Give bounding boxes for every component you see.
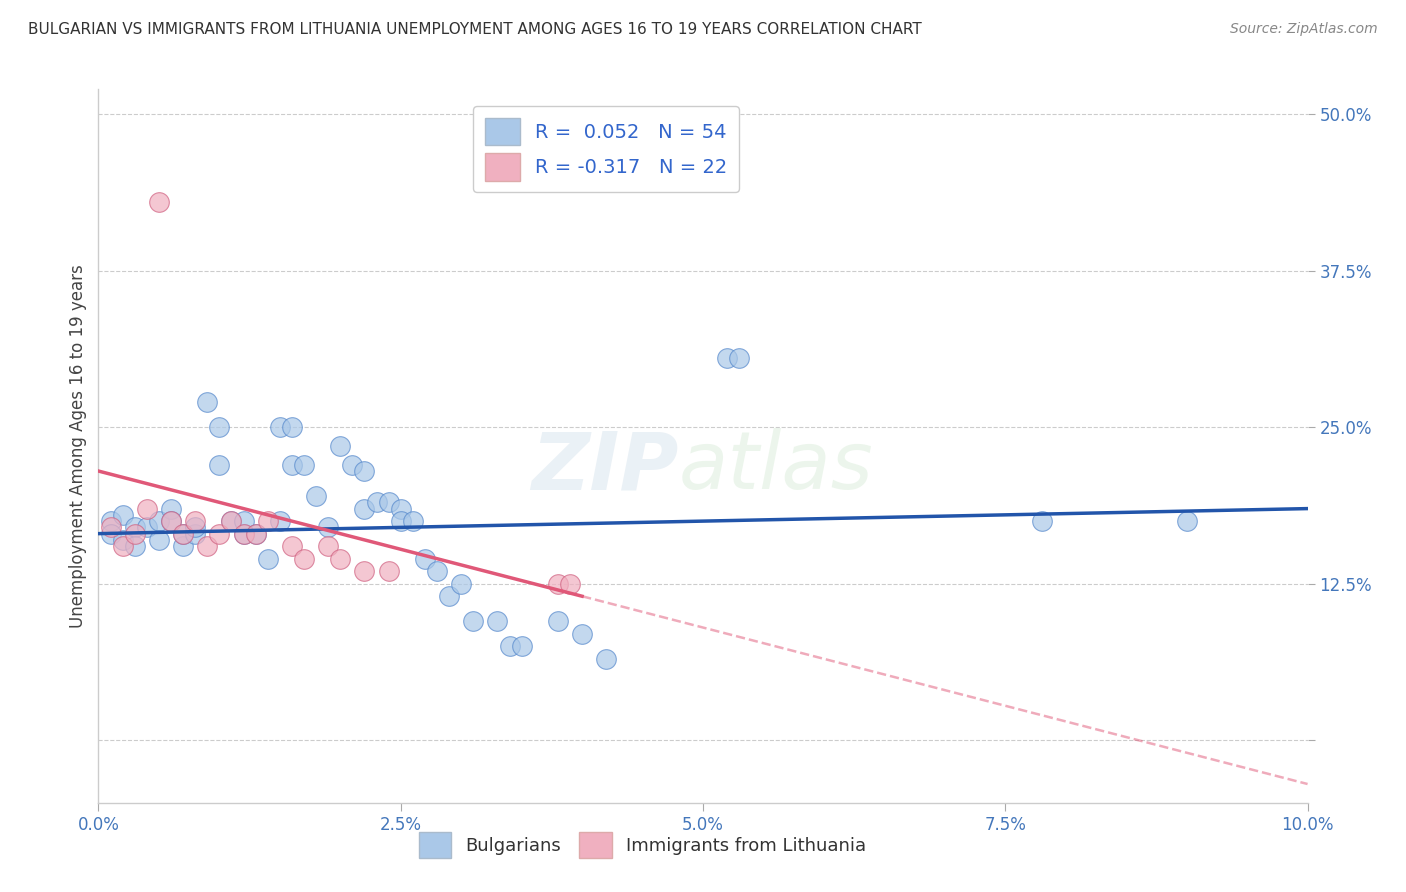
Point: [184, 514, 207, 528]
Point: [486, 614, 509, 628]
Point: [292, 458, 315, 472]
Point: [221, 514, 243, 528]
Point: [281, 458, 304, 472]
Point: [1175, 514, 1198, 528]
Point: [571, 627, 593, 641]
Point: [389, 501, 412, 516]
Point: [172, 539, 194, 553]
Point: [160, 501, 183, 516]
Point: [245, 526, 267, 541]
Text: atlas: atlas: [679, 428, 873, 507]
Point: [148, 533, 170, 547]
Point: [221, 514, 243, 528]
Point: [135, 520, 157, 534]
Point: [547, 614, 569, 628]
Point: [148, 194, 170, 209]
Point: [195, 395, 218, 409]
Point: [160, 514, 183, 528]
Y-axis label: Unemployment Among Ages 16 to 19 years: Unemployment Among Ages 16 to 19 years: [69, 264, 87, 628]
Point: [353, 464, 375, 478]
Point: [160, 514, 183, 528]
Point: [148, 514, 170, 528]
Point: [281, 420, 304, 434]
Point: [232, 514, 254, 528]
Point: [463, 614, 485, 628]
Legend: Bulgarians, Immigrants from Lithuania: Bulgarians, Immigrants from Lithuania: [412, 825, 873, 865]
Point: [232, 526, 254, 541]
Point: [510, 640, 533, 654]
Point: [413, 551, 436, 566]
Point: [100, 520, 122, 534]
Point: [316, 520, 339, 534]
Point: [292, 551, 315, 566]
Point: [269, 420, 291, 434]
Point: [232, 526, 254, 541]
Point: [342, 458, 364, 472]
Point: [195, 539, 218, 553]
Point: [111, 539, 134, 553]
Point: [329, 551, 352, 566]
Point: [184, 526, 207, 541]
Point: [329, 439, 352, 453]
Point: [353, 564, 375, 578]
Point: [389, 514, 412, 528]
Text: ZIP: ZIP: [531, 428, 679, 507]
Point: [437, 589, 460, 603]
Point: [124, 520, 146, 534]
Point: [498, 640, 520, 654]
Point: [316, 539, 339, 553]
Point: [256, 551, 278, 566]
Point: [426, 564, 449, 578]
Point: [208, 526, 231, 541]
Point: [245, 526, 267, 541]
Point: [728, 351, 751, 366]
Point: [269, 514, 291, 528]
Point: [124, 526, 146, 541]
Point: [366, 495, 388, 509]
Point: [111, 533, 134, 547]
Point: [402, 514, 425, 528]
Point: [208, 420, 231, 434]
Point: [595, 652, 617, 666]
Point: [716, 351, 738, 366]
Point: [281, 539, 304, 553]
Point: [450, 576, 472, 591]
Text: BULGARIAN VS IMMIGRANTS FROM LITHUANIA UNEMPLOYMENT AMONG AGES 16 TO 19 YEARS CO: BULGARIAN VS IMMIGRANTS FROM LITHUANIA U…: [28, 22, 922, 37]
Point: [172, 526, 194, 541]
Point: [1031, 514, 1053, 528]
Point: [111, 508, 134, 522]
Point: [353, 501, 375, 516]
Point: [305, 489, 328, 503]
Point: [184, 520, 207, 534]
Point: [547, 576, 569, 591]
Point: [558, 576, 581, 591]
Point: [208, 458, 231, 472]
Point: [124, 539, 146, 553]
Point: [377, 495, 399, 509]
Point: [377, 564, 399, 578]
Text: Source: ZipAtlas.com: Source: ZipAtlas.com: [1230, 22, 1378, 37]
Point: [100, 514, 122, 528]
Point: [172, 526, 194, 541]
Point: [100, 526, 122, 541]
Point: [256, 514, 278, 528]
Point: [135, 501, 157, 516]
